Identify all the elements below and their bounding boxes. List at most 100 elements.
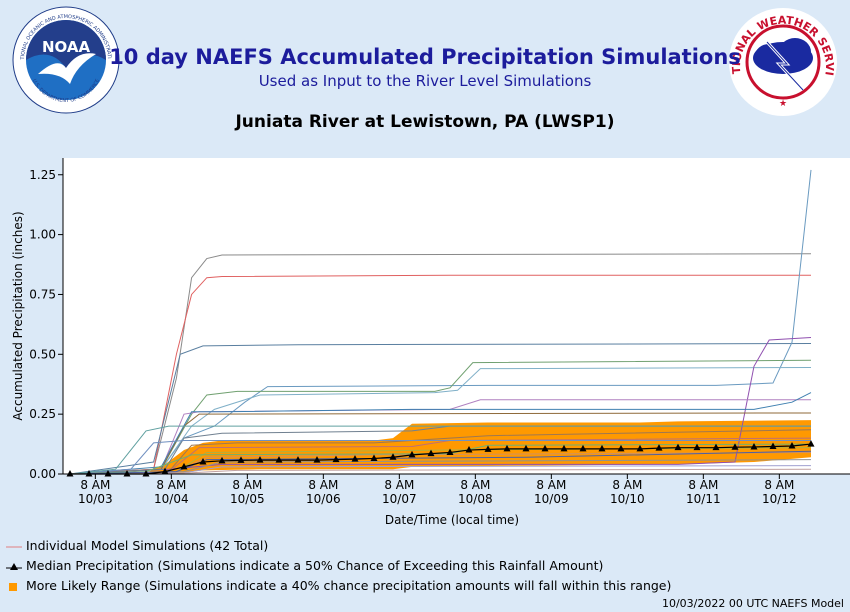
y-tick-label-0: 0.00 [29, 467, 56, 481]
x-tick-date-9: 10/12 [762, 492, 797, 506]
median-point-31 [636, 444, 644, 452]
y-axis-label: Accumulated Precipitation (inches) [11, 211, 25, 420]
median-point-24 [503, 444, 511, 452]
median-triangle-icon [6, 562, 22, 570]
y-tick-label-5: 1.25 [29, 168, 56, 182]
x-axis-label: Date/Time (local time) [385, 513, 519, 527]
x-tick-date-3: 10/06 [306, 492, 341, 506]
median-point-23 [484, 445, 492, 452]
median-point-39 [788, 441, 796, 449]
page-subtitle: Used as Input to the River Level Simulat… [258, 72, 592, 90]
median-point-18 [389, 453, 397, 460]
x-tick-date-5: 10/08 [458, 492, 493, 506]
median-point-21 [446, 448, 454, 455]
location-title: Juniata River at Lewistown, PA (LWSP1) [235, 112, 615, 132]
nws-logo: NATIONAL WEATHER SERVICE ★ [722, 0, 839, 118]
y-tick-label-3: 0.75 [29, 287, 56, 301]
median-point-37 [750, 442, 758, 450]
x-tick-time-5: 8 AM [460, 478, 490, 492]
median-point-15 [332, 455, 340, 463]
median-point-4 [123, 470, 131, 477]
legend-range: More Likely Range (Simulations indicate … [6, 578, 671, 593]
x-tick-date-2: 10/05 [230, 492, 265, 506]
median-point-10 [237, 456, 245, 463]
legend-individual-label: Individual Model Simulations (42 Total) [25, 538, 269, 553]
x-tick-date-4: 10/07 [382, 492, 417, 506]
y-tick-label-4: 1.00 [29, 228, 56, 242]
simulation-line-15 [69, 425, 811, 475]
x-tick-time-3: 8 AM [308, 478, 338, 492]
median-point-29 [598, 444, 606, 452]
x-tick-time-7: 8 AM [612, 478, 642, 492]
median-point-9 [218, 456, 226, 464]
x-tick-time-2: 8 AM [232, 478, 262, 492]
y-ticks: 0.00 0.25 0.50 0.75 1.00 1.25 [29, 168, 63, 481]
median-point-16 [351, 455, 359, 462]
median-point-5 [142, 470, 150, 477]
median-point-19 [408, 450, 416, 458]
simulation-line-2 [69, 274, 811, 475]
median-point-6 [161, 467, 169, 475]
median-point-36 [731, 443, 739, 450]
simulation-line-10 [69, 392, 812, 475]
model-run-footer: 10/03/2022 00 UTC NAEFS Model [661, 597, 844, 610]
median-point-26 [541, 444, 549, 452]
x-tick-time-6: 8 AM [536, 478, 566, 492]
legend-range-label: More Likely Range (Simulations indicate … [25, 578, 672, 593]
median-point-8 [199, 458, 207, 465]
individual-line-icon [6, 546, 22, 547]
x-tick-time-1: 8 AM [156, 478, 186, 492]
median-point-11 [256, 456, 264, 463]
median-line [70, 443, 812, 475]
median-point-2 [85, 470, 93, 477]
median-point-32 [655, 444, 663, 451]
simulation-line-14 [69, 439, 811, 475]
median-point-25 [522, 444, 530, 452]
simulation-line-3 [69, 343, 812, 475]
median-point-20 [427, 449, 435, 457]
noaa-logo: NATIONAL OCEANIC AND ATMOSPHERIC ADMINIS… [10, 2, 120, 114]
legend-median-label: Median Precipitation (Simulations indica… [25, 558, 604, 573]
simulation-line-22 [69, 450, 812, 475]
x-tick-time-0: 8 AM [80, 478, 110, 492]
median-layer [66, 440, 815, 477]
median-point-27 [560, 444, 568, 452]
simulation-line-21 [69, 443, 812, 475]
range-square-icon [9, 582, 17, 591]
nws-star-icon: ★ [779, 99, 787, 109]
y-tick-label-2: 0.50 [29, 347, 56, 361]
x-tick-date-8: 10/11 [686, 492, 721, 506]
median-point-14 [313, 456, 321, 463]
median-point-35 [712, 443, 720, 451]
noaa-center-text: NOAA [42, 38, 91, 56]
nws-seal-icon: NATIONAL WEATHER SERVICE ★ [722, 0, 837, 116]
y-tick-label-1: 0.25 [29, 407, 56, 421]
median-point-30 [617, 444, 625, 452]
x-tick-date-0: 10/03 [78, 492, 113, 506]
median-point-3 [104, 470, 112, 477]
median-point-38 [769, 442, 777, 449]
median-point-33 [674, 443, 682, 451]
median-point-34 [693, 443, 701, 451]
x-tick-date-1: 10/04 [154, 492, 189, 506]
x-tick-date-6: 10/09 [534, 492, 569, 506]
noaa-seal-icon: NATIONAL OCEANIC AND ATMOSPHERIC ADMINIS… [10, 2, 120, 114]
median-point-7 [180, 462, 188, 470]
x-tick-time-8: 8 AM [688, 478, 718, 492]
series-layer [69, 169, 812, 475]
page-title: 10 day NAEFS Accumulated Precipitation S… [109, 45, 741, 69]
x-tick-date-7: 10/10 [610, 492, 645, 506]
median-point-13 [294, 456, 302, 463]
median-point-22 [465, 446, 473, 453]
median-point-1 [66, 470, 74, 477]
simulation-line-6 [69, 366, 812, 475]
median-point-17 [370, 454, 378, 461]
legend-median: Median Precipitation (Simulations indica… [6, 558, 603, 573]
median-point-12 [275, 456, 283, 463]
x-tick-time-4: 8 AM [384, 478, 414, 492]
median-point-28 [579, 444, 587, 452]
median-point-40 [807, 440, 815, 447]
legend-individual: Individual Model Simulations (42 Total) [6, 538, 268, 553]
